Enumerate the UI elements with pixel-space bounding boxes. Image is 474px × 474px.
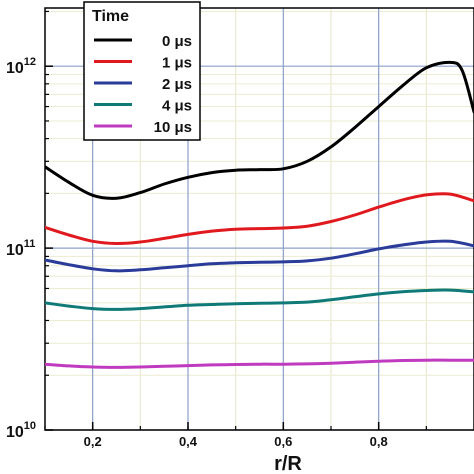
series-line-2 [45, 239, 474, 273]
legend-entry: 1 μs [162, 55, 192, 72]
legend-entry: 0 μs [162, 33, 192, 50]
x-tick-label: 0,2 [84, 434, 102, 449]
series-lines [45, 60, 474, 369]
series-line-0 [45, 60, 474, 200]
y-tick-label: 1011 [6, 238, 35, 259]
legend: Time 0 μs 1 μs 2 μs 4 μs 10 μs [83, 1, 201, 141]
axis-ticks: 0,2 0,4 0,6 0,8 1010 1011 1012 [6, 10, 427, 449]
legend-entry: 2 μs [162, 76, 192, 93]
series-line-3 [45, 288, 474, 311]
x-axis-label: r/R [274, 453, 302, 474]
legend-entry: 10 μs [154, 119, 192, 136]
series-line-1 [45, 192, 474, 246]
x-tick-label: 0,8 [370, 434, 388, 449]
legend-entry: 4 μs [162, 98, 192, 115]
x-tick-label: 0,4 [179, 434, 198, 449]
y-tick-label: 1010 [6, 420, 36, 441]
legend-title: Time [92, 8, 129, 25]
series-line-4 [45, 358, 474, 369]
y-tick-label: 1012 [6, 56, 36, 77]
plot-frame [44, 7, 474, 431]
legend-box [83, 1, 201, 141]
x-tick-label: 0,6 [274, 434, 292, 449]
